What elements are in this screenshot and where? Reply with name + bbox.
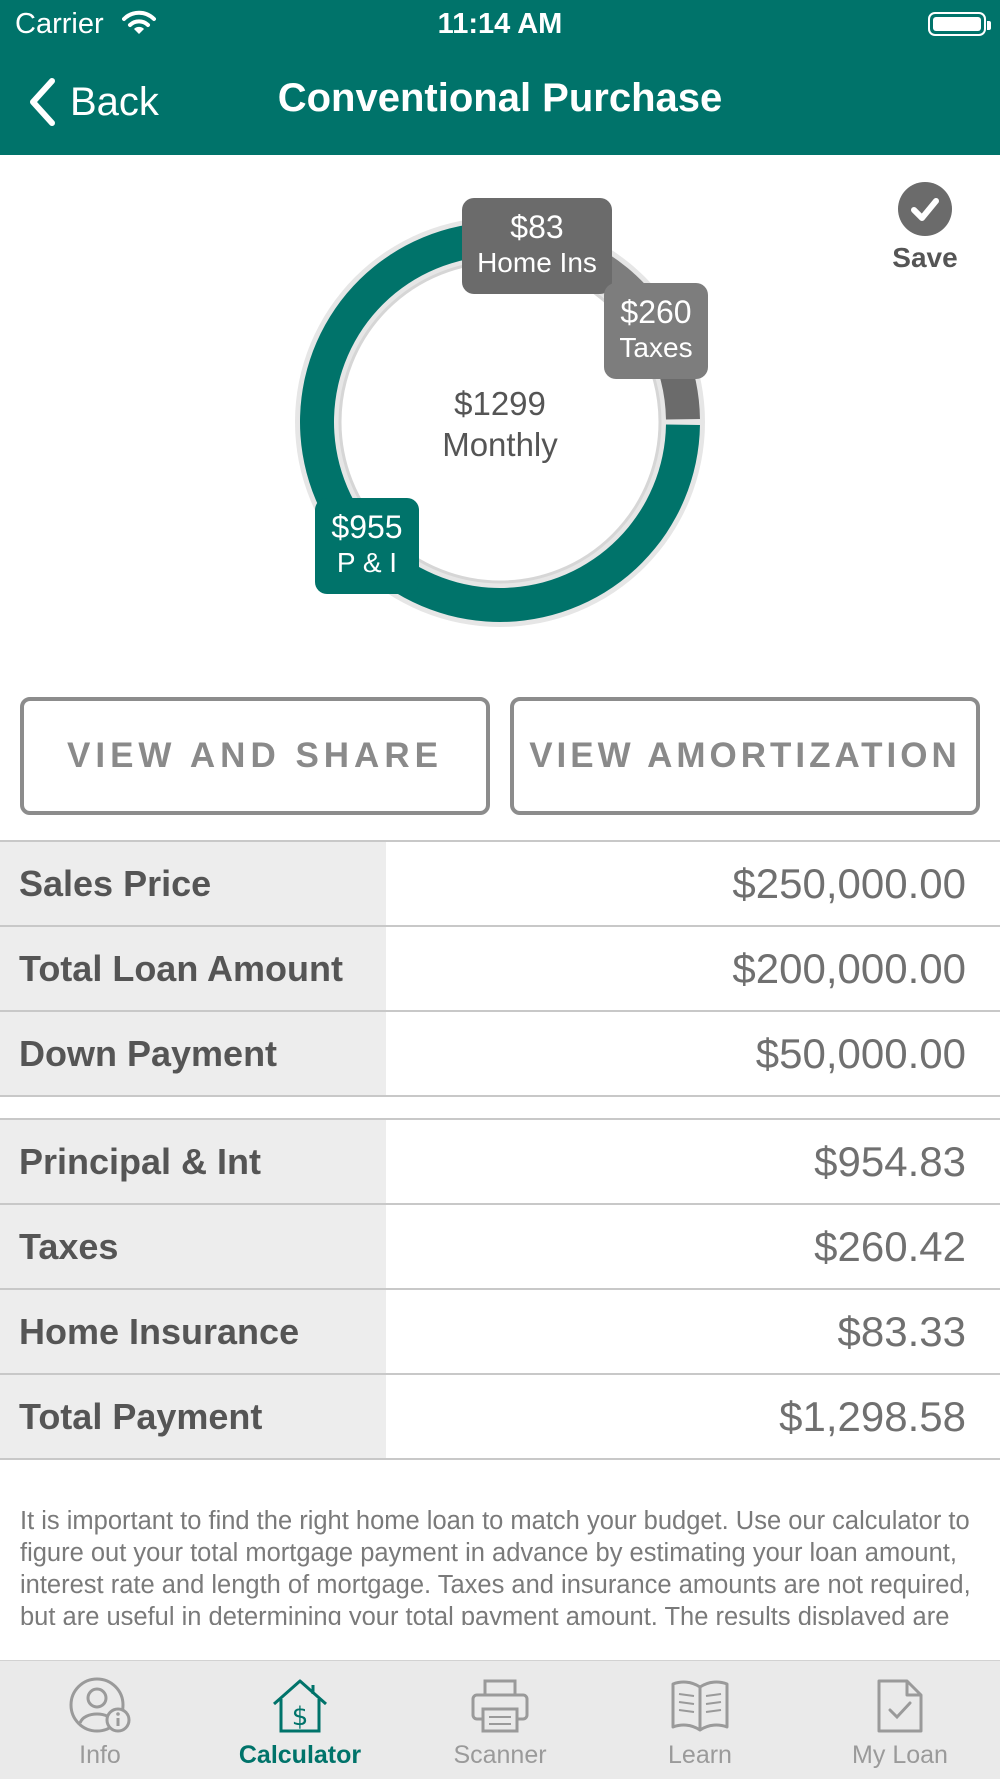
battery-icon [928,12,991,36]
callout-home-ins-label: Home Ins [477,247,597,279]
table-row: Total Payment $1,298.58 [0,1375,1000,1460]
tab-label: Info [79,1741,121,1769]
loan-summary-table: Sales Price $250,000.00 Total Loan Amoun… [0,840,1000,1097]
disclaimer-text: It is important to find the right home l… [20,1507,971,1625]
wifi-icon [122,10,156,41]
payment-summary-table: Principal & Int $954.83 Taxes $260.42 Ho… [0,1118,1000,1460]
row-value[interactable]: $83.33 [837,1307,966,1355]
table-row[interactable]: Total Loan Amount $200,000.00 [0,927,1000,1012]
callout-principal-interest: $955 P & I [315,498,419,594]
row-label: Total Loan Amount [0,927,386,1010]
table-row[interactable]: Down Payment $50,000.00 [0,1012,1000,1097]
svg-text:$: $ [292,1702,309,1732]
user-info-icon [68,1677,132,1740]
chevron-left-icon [30,78,55,126]
row-label: Taxes [0,1205,386,1288]
checkmark-icon [898,182,952,236]
callout-taxes: $260 Taxes [604,283,708,379]
row-label: Home Insurance [0,1290,386,1373]
callout-taxes-amount: $260 [620,294,692,330]
tab-scanner[interactable]: Scanner [400,1661,600,1779]
callout-taxes-label: Taxes [619,332,693,364]
row-label: Principal & Int [0,1120,386,1203]
callout-home-ins: $83 Home Ins [462,198,612,294]
tab-info[interactable]: Info [0,1661,200,1779]
payment-chart: $1299 Monthly $83 Home Ins $260 Taxes $9… [0,155,1000,675]
tab-label: Learn [668,1741,732,1769]
callout-pi-label: P & I [336,547,398,579]
back-label: Back [70,79,159,124]
table-row[interactable]: Home Insurance $83.33 [0,1290,1000,1375]
callout-home-ins-amount: $83 [510,209,564,245]
open-book-icon [669,1677,731,1740]
tab-calculator[interactable]: $ Calculator [200,1661,400,1779]
tab-label: Scanner [453,1741,547,1769]
status-time: 11:14 AM [437,8,563,40]
tab-bar: Info $ Calculator Scanner [0,1660,1000,1779]
row-value[interactable]: $260.42 [814,1222,966,1270]
view-and-share-button[interactable]: VIEW AND SHARE [20,697,490,815]
document-check-icon [875,1677,925,1740]
center-label: Monthly [442,426,558,464]
row-value[interactable]: $954.83 [814,1137,966,1185]
donut-center: $1299 Monthly [400,383,600,466]
house-dollar-icon: $ [269,1677,331,1740]
table-row[interactable]: Taxes $260.42 [0,1205,1000,1290]
row-value: $1,298.58 [779,1392,966,1440]
carrier-name: Carrier [15,8,104,40]
back-button[interactable]: Back [28,74,159,130]
tab-my-loan[interactable]: My Loan [800,1661,1000,1779]
navigation-header: Carrier 11:14 AM Back Conventional Purch… [0,0,1000,155]
row-label: Total Payment [0,1375,386,1458]
row-value[interactable]: $200,000.00 [732,944,966,992]
view-amortization-button[interactable]: VIEW AMORTIZATION [510,697,980,815]
tab-learn[interactable]: Learn [600,1661,800,1779]
row-value[interactable]: $250,000.00 [732,859,966,907]
row-value[interactable]: $50,000.00 [755,1029,966,1077]
save-button[interactable]: Save [880,180,970,274]
row-label: Sales Price [0,842,386,925]
tab-label: Calculator [238,1741,362,1769]
table-row[interactable]: Sales Price $250,000.00 [0,842,1000,927]
tab-label: My Loan [852,1741,948,1769]
status-bar: Carrier 11:14 AM [0,0,1000,50]
table-row[interactable]: Principal & Int $954.83 [0,1120,1000,1205]
save-label: Save [892,242,958,273]
center-amount: $1299 [454,385,546,422]
callout-pi-amount: $955 [331,509,403,545]
row-label: Down Payment [0,1012,386,1095]
printer-icon [469,1677,531,1740]
page-title: Conventional Purchase [277,76,723,120]
